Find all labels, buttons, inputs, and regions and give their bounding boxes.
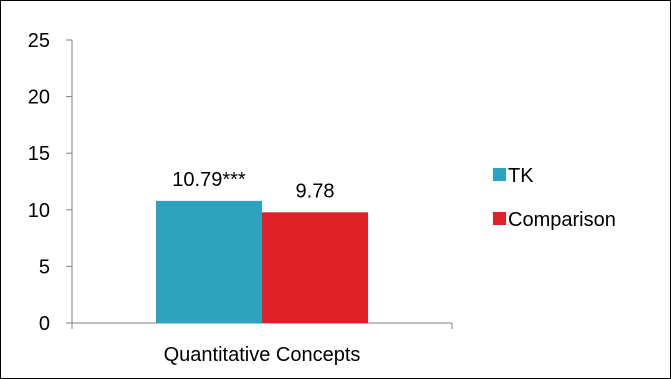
x-tick-label: Quantitative Concepts (164, 344, 361, 366)
data-label-comparison: 9.78 (296, 180, 335, 202)
axes: 0 5 10 15 20 25 Quantitative Concepts (28, 30, 453, 366)
y-tick-label: 10 (28, 200, 50, 222)
legend-swatch-tk (493, 168, 506, 181)
bars: 10.79*** 9.78 (156, 169, 368, 323)
legend-swatch-comparison (493, 212, 506, 225)
bar-comparison (262, 212, 368, 323)
legend: TK Comparison (493, 165, 616, 231)
y-tick-label: 0 (39, 313, 50, 335)
legend-label-comparison: Comparison (508, 209, 616, 231)
y-tick-label: 20 (28, 87, 50, 109)
y-tick-label: 15 (28, 143, 50, 165)
legend-label-tk: TK (508, 165, 534, 187)
y-tick-label: 25 (28, 30, 50, 52)
bar-tk (156, 200, 262, 323)
y-tick-label: 5 (39, 256, 50, 278)
data-label-tk: 10.79*** (172, 169, 246, 191)
